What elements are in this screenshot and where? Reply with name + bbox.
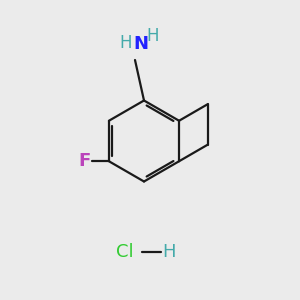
Text: H: H: [163, 243, 176, 261]
Text: F: F: [79, 152, 91, 170]
Text: H: H: [120, 34, 132, 52]
Text: N: N: [133, 35, 148, 53]
Text: Cl: Cl: [116, 243, 133, 261]
Text: H: H: [146, 27, 159, 45]
